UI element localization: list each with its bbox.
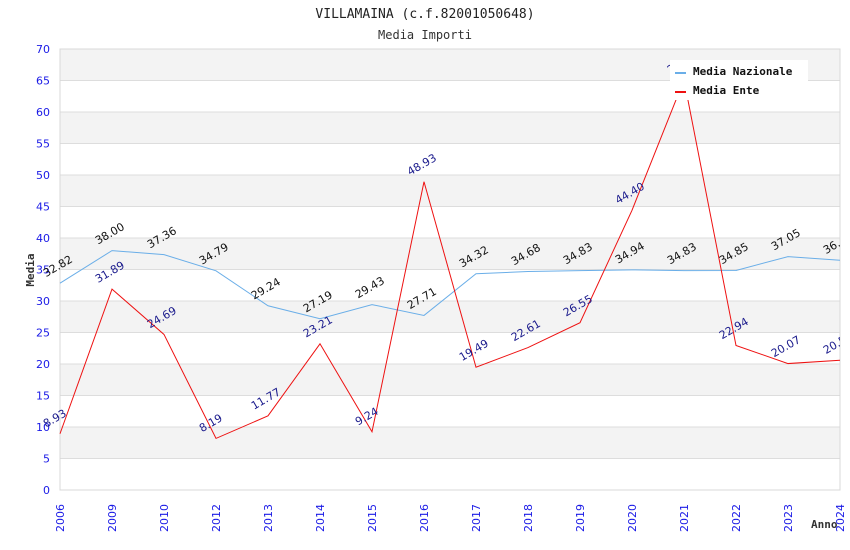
y-tick-label: 50 <box>36 169 50 182</box>
x-tick-label: 2010 <box>158 504 171 532</box>
y-tick-label: 65 <box>36 75 50 88</box>
x-axis-ticks: 2006 2009 2010 2012 2013 2014 2015 2016 2017 2018… <box>54 504 847 532</box>
x-tick-label: 2012 <box>210 504 223 532</box>
x-tick-label: 2013 <box>262 504 275 532</box>
x-tick-label: 2022 <box>730 504 743 532</box>
y-tick-label: 30 <box>36 295 50 308</box>
y-axis-ticks: 0 5 10 15 20 25 30 35 40 45 50 55 60 65 70 <box>36 43 50 497</box>
y-tick-label: 40 <box>36 232 50 245</box>
legend-swatch-media-nazionale <box>675 72 686 74</box>
y-tick-label: 0 <box>43 484 50 497</box>
legend-swatch-media-ente <box>675 91 686 93</box>
x-tick-label: 2015 <box>366 504 379 532</box>
grid-bands <box>60 49 840 490</box>
grid-band <box>60 112 840 144</box>
grid-band <box>60 364 840 396</box>
x-tick-label: 2019 <box>574 504 587 532</box>
legend-box <box>670 60 808 100</box>
series-lines <box>59 78 841 440</box>
grid-band <box>60 332 840 364</box>
x-tick-label: 2024 <box>834 504 847 532</box>
x-tick-label: 2014 <box>314 504 327 532</box>
chart-subtitle: Media Importi <box>378 28 472 42</box>
x-tick-label: 2009 <box>106 504 119 532</box>
series-line-media-nazionale <box>59 250 841 320</box>
chart-title: VILLAMAINA (c.f.82001050648) <box>315 7 534 22</box>
y-tick-label: 35 <box>36 264 50 277</box>
y-axis-title: Media <box>24 253 37 286</box>
grid-band <box>60 395 840 427</box>
x-tick-label: 2023 <box>782 504 795 532</box>
x-tick-label: 2006 <box>54 504 67 532</box>
grid-band <box>60 427 840 459</box>
grid-band <box>60 143 840 175</box>
y-tick-label: 25 <box>36 327 50 340</box>
x-axis-title: Anno <box>811 518 838 531</box>
grid-band <box>60 301 840 333</box>
y-tick-label: 45 <box>36 201 50 214</box>
y-tick-label: 15 <box>36 390 50 403</box>
legend: Media Nazionale Media Ente <box>670 60 808 100</box>
series-line-media-ente <box>59 78 841 440</box>
grid-band <box>60 458 840 490</box>
y-tick-label: 55 <box>36 138 50 151</box>
grid-band <box>60 175 840 207</box>
y-tick-label: 10 <box>36 421 50 434</box>
plot-frame <box>59 48 841 491</box>
x-tick-label: 2021 <box>678 504 691 532</box>
y-tick-label: 5 <box>43 453 50 466</box>
y-tick-label: 70 <box>36 43 50 56</box>
y-tick-label: 60 <box>36 106 50 119</box>
legend-label-media-ente: Media Ente <box>693 84 760 97</box>
x-tick-label: 2018 <box>522 504 535 532</box>
x-tick-label: 2016 <box>418 504 431 532</box>
x-tick-label: 2020 <box>626 504 639 532</box>
x-tick-label: 2017 <box>470 504 483 532</box>
legend-label-media-nazionale: Media Nazionale <box>693 65 793 78</box>
y-tick-label: 20 <box>36 358 50 371</box>
grid-band <box>60 238 840 270</box>
